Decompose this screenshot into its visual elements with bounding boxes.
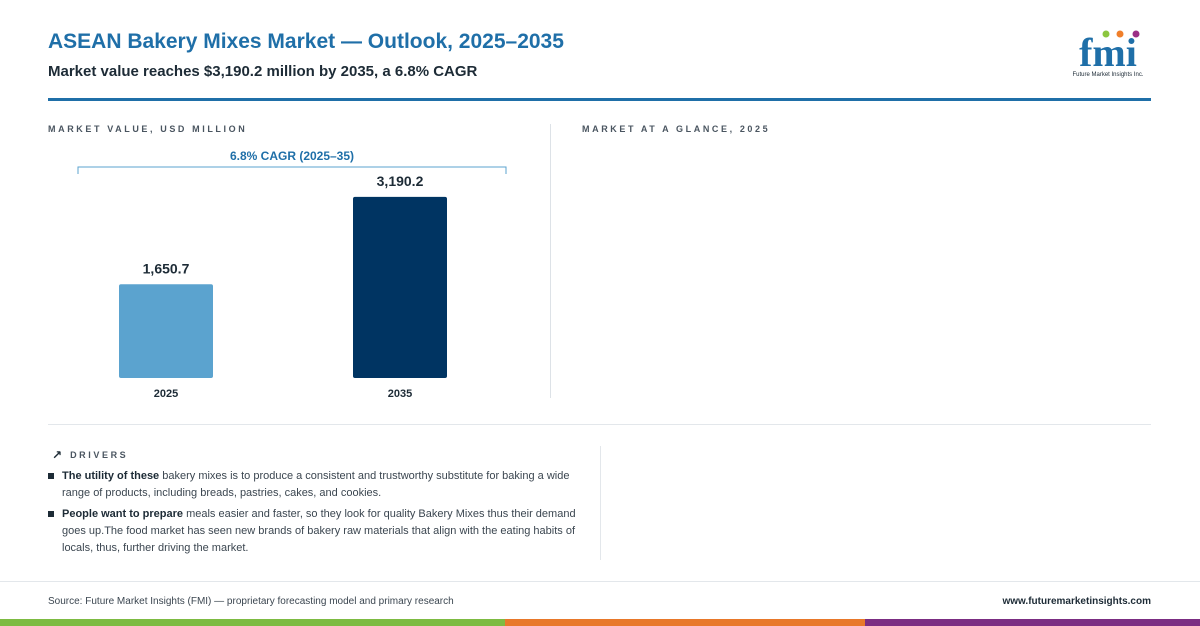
- header-rule: [48, 98, 1151, 101]
- driver-item: People want to prepare meals easier and …: [48, 506, 578, 557]
- market-value-chart: 6.8% CAGR (2025–35) 1,650.7 2025 3,190.2 20…: [77, 149, 507, 400]
- logo-dot-green: [1102, 30, 1110, 38]
- footer-band-purple: [865, 619, 1200, 626]
- fmi-logo: fmi Future Market Insights Inc.: [1072, 30, 1143, 78]
- cagr-annotation-label: 6.8% CAGR (2025–35): [230, 149, 354, 163]
- bullet-square-icon: [48, 473, 54, 479]
- x-tick-label: 2035: [388, 388, 412, 400]
- driver-item: The utility of these bakery mixes is to …: [48, 468, 578, 502]
- column-divider: [550, 124, 551, 398]
- driver-lead: The utility of these: [62, 470, 160, 482]
- page-subtitle: Market value reaches $3,190.2 million by…: [48, 63, 478, 80]
- bar-value-label: 3,190.2: [377, 173, 424, 189]
- website-link[interactable]: www.futuremarketinsights.com: [1002, 596, 1151, 607]
- cagr-bracket: [77, 166, 507, 174]
- x-tick-label: 2025: [154, 388, 178, 400]
- cagr-annotation: 6.8% CAGR (2025–35): [77, 149, 507, 174]
- footer-band-orange: [505, 619, 865, 626]
- driver-lead: People want to prepare: [62, 508, 184, 520]
- logo-dot-purple: [1132, 30, 1140, 38]
- section-divider: [48, 424, 1151, 425]
- arrow-up-right-icon: ↗: [52, 448, 63, 462]
- drivers-divider: [600, 446, 601, 560]
- source-note: Source: Future Market Insights (FMI) — p…: [48, 596, 454, 607]
- logo-tagline: Future Market Insights Inc.: [1072, 72, 1143, 78]
- drivers-section-label: ↗ DRIVERS: [52, 448, 128, 462]
- footer-band-green: [0, 619, 505, 626]
- chart-section-label: MARKET VALUE, USD MILLION: [48, 124, 248, 134]
- glance-section-label: MARKET AT A GLANCE, 2025: [582, 124, 771, 134]
- logo-wordmark: fmi: [1079, 30, 1137, 75]
- driver-text: meals easier and faster, so they look fo…: [62, 508, 576, 554]
- bullet-square-icon: [48, 511, 54, 517]
- driver-text: bakery mixes is to produce a consistent …: [62, 470, 570, 499]
- bar-2025: [119, 284, 213, 378]
- drivers-label-text: DRIVERS: [70, 450, 129, 460]
- page-title: ASEAN Bakery Mixes Market — Outlook, 202…: [48, 30, 564, 53]
- bar-2035: [353, 196, 447, 378]
- footer-rule: [0, 581, 1200, 582]
- logo-dot-orange: [1116, 30, 1124, 38]
- bar-value-label: 1,650.7: [143, 260, 190, 276]
